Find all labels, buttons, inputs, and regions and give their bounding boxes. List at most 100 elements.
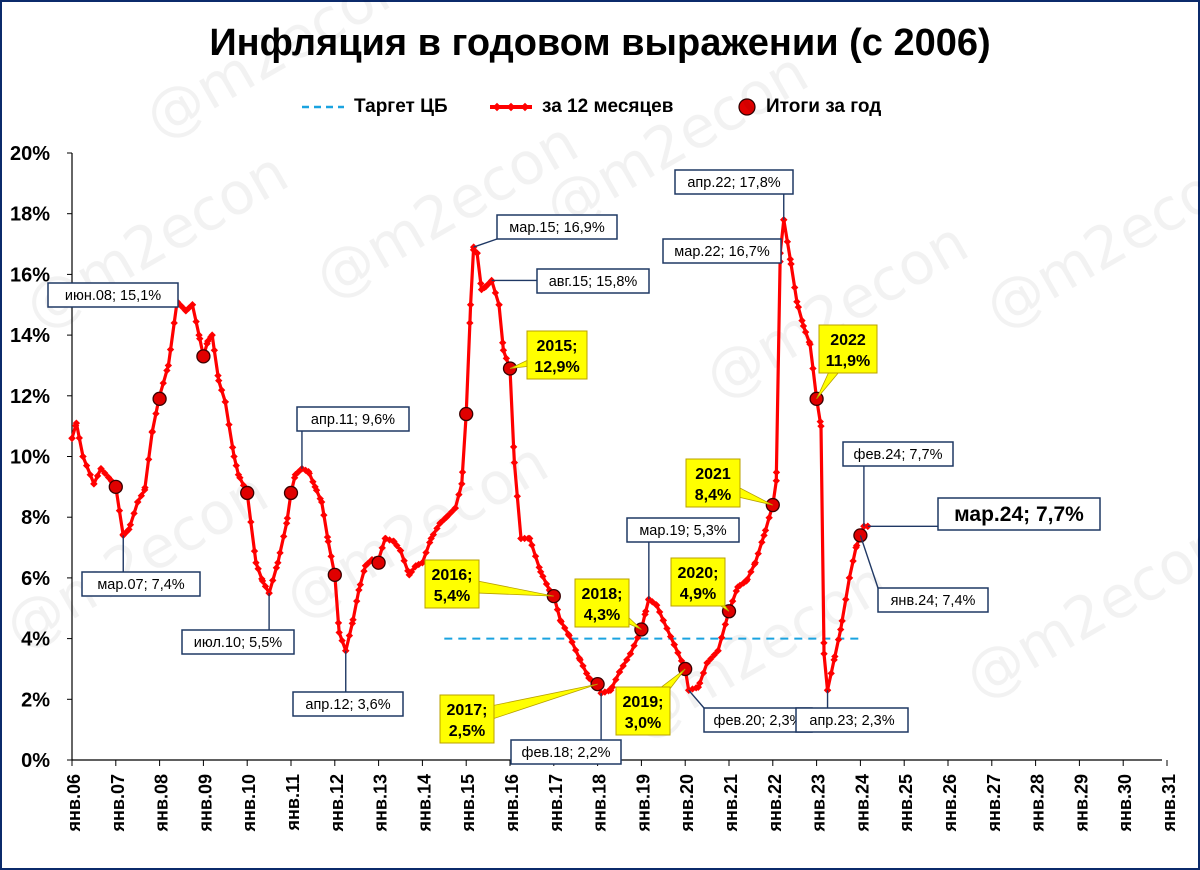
y-tick-label: 12% [10, 386, 50, 408]
x-tick-label: янв.25 [896, 774, 916, 832]
monthly-point [623, 656, 631, 664]
monthly-point [502, 354, 511, 363]
callout-text: фев.20; 2,3% [714, 713, 803, 729]
monthly-point [561, 624, 569, 632]
y-tick-label: 6% [21, 568, 50, 590]
value-callout: апр.11; 9,6% [296, 406, 410, 469]
monthly-point [528, 541, 536, 549]
callout-text: 8,4% [695, 487, 731, 504]
monthly-point [217, 386, 226, 394]
x-tick-label: янв.21 [721, 774, 741, 832]
monthly-point [831, 652, 839, 661]
callout-text: 2015; [537, 338, 578, 355]
x-tick-label: янв.16 [502, 774, 522, 832]
legend-annual-label: Итоги за год [766, 96, 882, 117]
monthly-point [447, 508, 456, 516]
callout-box [937, 497, 1101, 531]
legend-target-label: Таргет ЦБ [354, 96, 448, 117]
legend-item-target: Таргет ЦБ [300, 92, 448, 122]
monthly-point [806, 340, 814, 348]
watermark-text: @m2econ [973, 138, 1200, 342]
value-callout: мар.22; 16,7% [662, 238, 782, 264]
monthly-point [338, 636, 346, 645]
legend-item-monthly: за 12 месяцев [488, 92, 673, 122]
x-tick-label: янв.18 [590, 774, 610, 832]
monthly-point [817, 422, 825, 430]
y-tick-label: 0% [21, 750, 50, 772]
monthly-point [837, 625, 845, 634]
monthly-point [236, 474, 244, 482]
x-tick-label: янв.17 [546, 774, 566, 832]
x-tick-label: янв.10 [239, 774, 259, 832]
monthly-point [710, 651, 719, 659]
monthly-point [809, 364, 817, 373]
monthly-point [799, 322, 808, 330]
monthly-point [707, 655, 715, 663]
annual-callout: 2015; 12,9% [509, 330, 588, 380]
monthly-point [495, 301, 503, 309]
monthly-point [356, 580, 365, 589]
monthly-point [225, 420, 233, 429]
watermark-text: @m2econ [273, 428, 559, 632]
callout-text: апр.11; 9,6% [311, 412, 395, 428]
x-tick-label: янв.07 [108, 774, 128, 832]
monthly-point [393, 541, 401, 550]
callout-box [574, 578, 630, 628]
y-tick-label: 8% [21, 507, 50, 529]
callout-text: 2016; [432, 567, 473, 584]
callout-leader [473, 238, 498, 248]
monthly-point [666, 632, 675, 641]
monthly-point [418, 559, 427, 567]
x-tick-label: янв.15 [458, 774, 478, 832]
annual-callout: 2021 8,4% [685, 458, 773, 508]
annual-callout: 2019; 3,0% [615, 668, 686, 736]
annual-point [327, 567, 342, 583]
callout-text: 2018; [582, 586, 623, 603]
callout-text: 2017; [447, 702, 488, 719]
monthly-point [444, 512, 452, 520]
legend-item-annual: Итоги за год [736, 92, 881, 122]
callout-box [439, 694, 495, 744]
x-tick-label: янв.13 [371, 774, 391, 832]
monthly-point [254, 565, 262, 573]
monthly-point [721, 620, 730, 629]
value-callout: авг.15; 15,8% [491, 268, 650, 294]
annual-point [152, 391, 167, 406]
value-callout: фев.18; 2,2% [510, 693, 622, 765]
callout-box [181, 629, 295, 655]
value-callout: мар.24; 7,7% [867, 497, 1101, 531]
monthly-point [820, 650, 828, 658]
monthly-point [696, 679, 704, 687]
y-tick-label: 18% [10, 204, 50, 226]
monthly-point [144, 455, 153, 464]
x-tick-label: янв.08 [152, 774, 172, 832]
monthly-point [458, 468, 467, 476]
monthly-point [166, 345, 175, 354]
x-tick-label: янв.09 [195, 774, 215, 832]
monthly-point [798, 316, 806, 325]
annual-point [283, 485, 299, 501]
callout-box [842, 441, 954, 467]
callout-text: 12,9% [534, 359, 579, 376]
monthly-point [137, 492, 146, 500]
annual-callout: 2020; 4,9% [670, 557, 730, 612]
callout-text: 4,3% [584, 607, 620, 624]
monthly-point [280, 532, 288, 541]
monthly-point [400, 557, 408, 565]
monthly-point [188, 301, 197, 309]
monthly-point [101, 469, 109, 477]
x-tick-label: янв.22 [765, 774, 785, 832]
monthly-point [86, 471, 94, 479]
monthly-point [674, 649, 682, 657]
monthly-point [221, 398, 229, 406]
monthly-point [141, 483, 149, 492]
monthly-point [407, 568, 416, 576]
monthly-point [429, 530, 438, 539]
monthly-point [378, 544, 386, 552]
monthly-point [170, 319, 178, 327]
monthly-point [345, 631, 354, 640]
annual-point [108, 479, 123, 495]
monthly-point [786, 255, 794, 263]
monthly-point [699, 669, 708, 677]
